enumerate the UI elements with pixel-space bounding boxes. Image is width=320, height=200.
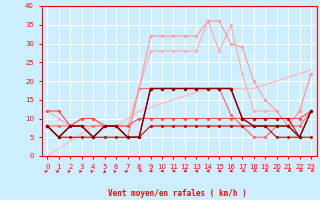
Text: Vent moyen/en rafales ( km/h ): Vent moyen/en rafales ( km/h )	[108, 189, 247, 198]
